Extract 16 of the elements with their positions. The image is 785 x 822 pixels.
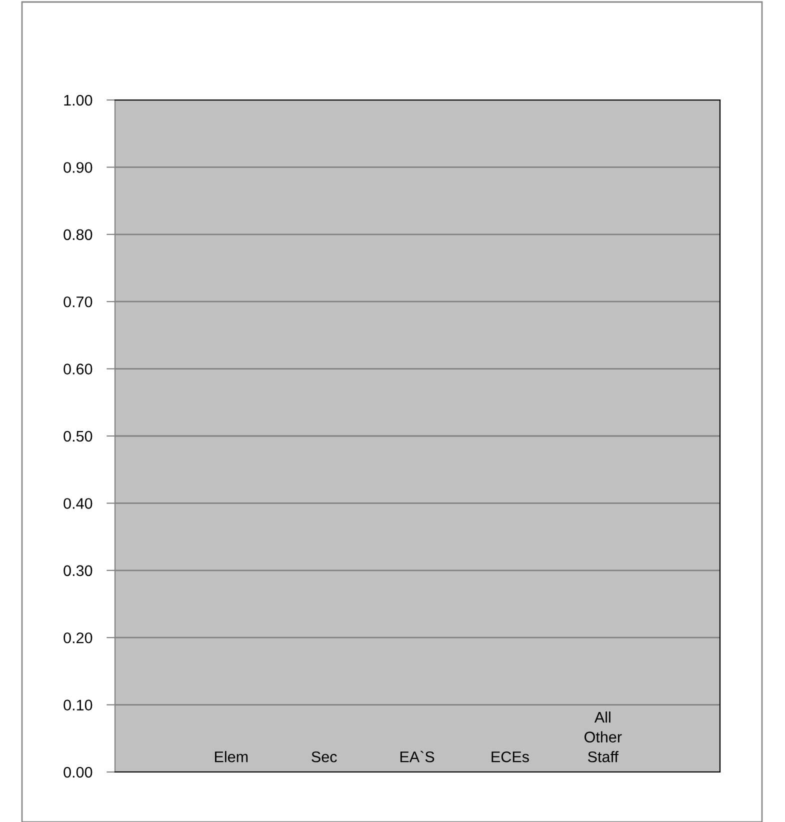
y-tick-label: 1.00 xyxy=(64,94,92,106)
y-tick-label: 0.30 xyxy=(64,565,92,576)
y-tick-label: 0.10 xyxy=(64,700,92,710)
y-tick-label: 0.60 xyxy=(64,364,92,374)
y-tick-label: 0.50 xyxy=(64,430,92,442)
y-tick-label: 0.20 xyxy=(64,632,92,644)
y-tick-label: 0.90 xyxy=(64,162,92,173)
x-tick-label: Sec xyxy=(312,751,337,762)
y-tick-label: 0.70 xyxy=(64,296,92,308)
x-tick-label: EA`S xyxy=(400,750,434,762)
x-tick-label: All Other Staff xyxy=(584,711,622,762)
y-tick-label: 0.40 xyxy=(64,498,92,509)
x-tick-label: Elem xyxy=(215,751,248,762)
x-tick-label: ECEs xyxy=(492,751,529,762)
y-tick-label: 0.80 xyxy=(64,229,92,240)
y-tick-label: 0.00 xyxy=(64,766,92,778)
